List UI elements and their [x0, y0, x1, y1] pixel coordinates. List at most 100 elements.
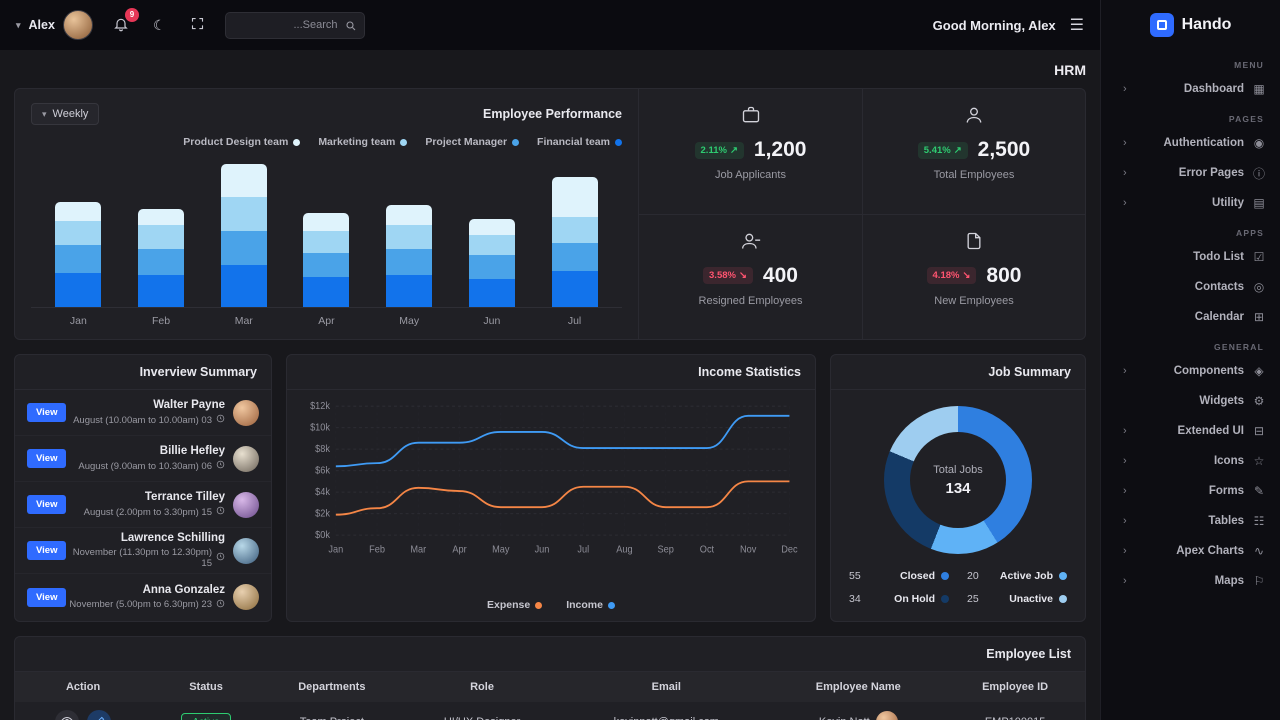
view-button[interactable]: View — [27, 587, 67, 607]
sidebar-item-label: Tables — [1208, 515, 1244, 527]
axis-label: Jun — [483, 315, 501, 327]
sidebar-item-widgets[interactable]: Widgets ⚙ — [1101, 386, 1280, 416]
column-header-email[interactable]: Email — [651, 681, 681, 693]
sidebar-item-contacts[interactable]: Contacts ◎ — [1101, 272, 1280, 302]
bar-segment — [468, 235, 515, 255]
bar-segment — [303, 231, 350, 253]
performance-title: Employee Performance — [483, 107, 622, 121]
job-legend-active-job: 20 Active Job — [967, 570, 1067, 582]
search-input[interactable] — [224, 11, 365, 39]
sidebar-item-todo-list[interactable]: Todo List ☑ — [1101, 242, 1280, 272]
sidebar-item-icons[interactable]: › Icons ☆ — [1101, 446, 1280, 476]
column-header-departments[interactable]: Departments — [298, 681, 366, 693]
hamburger-icon: ☰ — [1069, 17, 1084, 34]
schedule-text: November (5.00pm to 6.30pm) 23 — [69, 599, 212, 610]
income-legend-income: Income — [566, 599, 615, 611]
sidebar-item-maps[interactable]: › Maps ⚐ — [1101, 566, 1280, 596]
column-header-action[interactable]: Action — [65, 681, 101, 693]
view-button[interactable]: View — [27, 495, 67, 514]
interview-text: Walter Payne August (10.00am to 10.00am) … — [73, 399, 225, 426]
svg-text:Aug: Aug — [616, 544, 632, 555]
view-button[interactable]: View — [27, 541, 67, 560]
legend-value: 55 — [849, 570, 861, 582]
action-cell — [15, 702, 151, 720]
donut-center: Total Jobs 134 — [910, 432, 1006, 528]
job-legend-closed: 55 Closed — [849, 570, 949, 582]
column-header-employee-id[interactable]: Employee ID — [982, 681, 1049, 693]
delta-badge: 3.58% ↘ — [703, 267, 753, 284]
sidebar: Hando MENU › Dashboard ▦ PAGES › Authenticatio… — [1100, 0, 1280, 720]
bar-segment — [55, 202, 102, 221]
clock-icon — [216, 460, 225, 472]
brand[interactable]: Hando — [1101, 0, 1280, 50]
trend-arrow-icon: ↘ — [962, 270, 971, 281]
stat-resigned-employees: 3.58% ↘ 400 Resigned Employees — [639, 213, 862, 340]
trend-arrow-icon: ↗ — [729, 144, 738, 156]
chevron-icon: › — [1123, 365, 1127, 377]
view-button[interactable]: View — [27, 449, 67, 468]
axis-label: Jul — [567, 315, 582, 327]
sidebar-item-calendar[interactable]: Calendar ⊞ — [1101, 302, 1280, 332]
nav-section-label: PAGES — [1228, 114, 1264, 124]
svg-text:Jan: Jan — [328, 544, 343, 555]
sidebar-item-dashboard[interactable]: › Dashboard ▦ — [1101, 74, 1280, 104]
legend-dot-icon — [941, 572, 949, 580]
income-statistics-title: Income Statistics — [287, 355, 815, 390]
dark-mode-button[interactable]: ☾ — [149, 13, 170, 38]
document-icon — [964, 231, 984, 256]
user-menu[interactable]: ▾ Alex — [16, 10, 93, 40]
notifications-button[interactable]: 9 — [109, 7, 139, 39]
period-select[interactable]: ▾ Weekly — [31, 103, 100, 125]
role-cell: UI/UX Designer — [403, 702, 561, 720]
legend-label: Closed — [899, 570, 935, 582]
column-header-status[interactable]: Status — [189, 681, 223, 693]
edit-row-button[interactable] — [87, 710, 112, 720]
chevron-icon: › — [1123, 137, 1127, 149]
view-row-button[interactable] — [55, 710, 80, 720]
departments-cell: Team Project — [261, 702, 403, 720]
interview-item: View Billie Hefley August (9.00am to 10.30… — [15, 436, 271, 482]
job-summary-title: Job Summary — [831, 355, 1085, 390]
donut-center-label: Total Jobs — [933, 463, 983, 476]
sidebar-item-tables[interactable]: › Tables ☷ — [1101, 506, 1280, 536]
menu-toggle-button[interactable]: ☰ — [1070, 15, 1084, 35]
chevron-icon: › — [1123, 515, 1127, 527]
chevron-icon: › — [1123, 485, 1127, 497]
sidebar-item-label: Maps — [1214, 575, 1244, 587]
interview-item: View Terrance Tilley August (2.00pm to 3.3… — [15, 482, 271, 528]
sidebar-item-components[interactable]: › Components ◈ — [1101, 356, 1280, 386]
job-legend-on-hold: 34 On Hold — [849, 593, 949, 605]
clock-icon — [216, 414, 225, 426]
column-header-employee-name[interactable]: Employee Name — [815, 681, 901, 693]
eye-icon — [61, 715, 73, 720]
column-header-role[interactable]: Role — [470, 681, 494, 693]
legend-dot-icon — [607, 601, 615, 609]
job-summary-legend: 55 Closed 20 Active Job 34 On Hold 25 Unactive — [831, 554, 1085, 621]
income-chart-area: $12k $10k $8k $6k $4k $2k $0k Jan Feb Mar Apr May Ju… — [287, 390, 815, 595]
interviewee-name: Lawrence Schilling — [120, 532, 225, 544]
sidebar-item-error-pages[interactable]: › Error Pages ⓘ — [1101, 158, 1280, 188]
sidebar-item-forms[interactable]: › Forms ✎ — [1101, 476, 1280, 506]
sidebar-item-apex-charts[interactable]: › Apex Charts ∿ — [1101, 536, 1280, 566]
table-row: Active Team ProjectUI/UX Designerkevinnat… — [15, 702, 1085, 720]
axis-label: May — [399, 315, 420, 327]
resigned-icon — [741, 231, 761, 256]
gear-icon: ⚙ — [1253, 394, 1265, 408]
view-button[interactable]: View — [27, 403, 67, 422]
user-avatar[interactable] — [62, 10, 93, 40]
sidebar-item-utility[interactable]: › Utility ▤ — [1101, 188, 1280, 218]
pencil-icon: ✎ — [1253, 484, 1265, 498]
sidebar-item-label: Icons — [1213, 455, 1244, 467]
topbar-right: Good Morning, Alex ☰ — [933, 15, 1084, 35]
svg-text:$0k: $0k — [315, 530, 330, 541]
axis-label: Jan — [69, 315, 87, 327]
sidebar-item-extended-ui[interactable]: › Extended UI ⊟ — [1101, 416, 1280, 446]
chevron-icon: › — [1123, 197, 1127, 209]
interviewee-avatar — [233, 537, 259, 564]
sidebar-item-authentication[interactable]: › Authentication ◉ — [1101, 128, 1280, 158]
svg-text:May: May — [492, 544, 510, 555]
legend-dot-icon — [293, 138, 301, 146]
sidebar-item-label: Authentication — [1163, 137, 1245, 149]
svg-text:Jul: Jul — [577, 544, 589, 555]
fullscreen-button[interactable] — [186, 12, 209, 38]
